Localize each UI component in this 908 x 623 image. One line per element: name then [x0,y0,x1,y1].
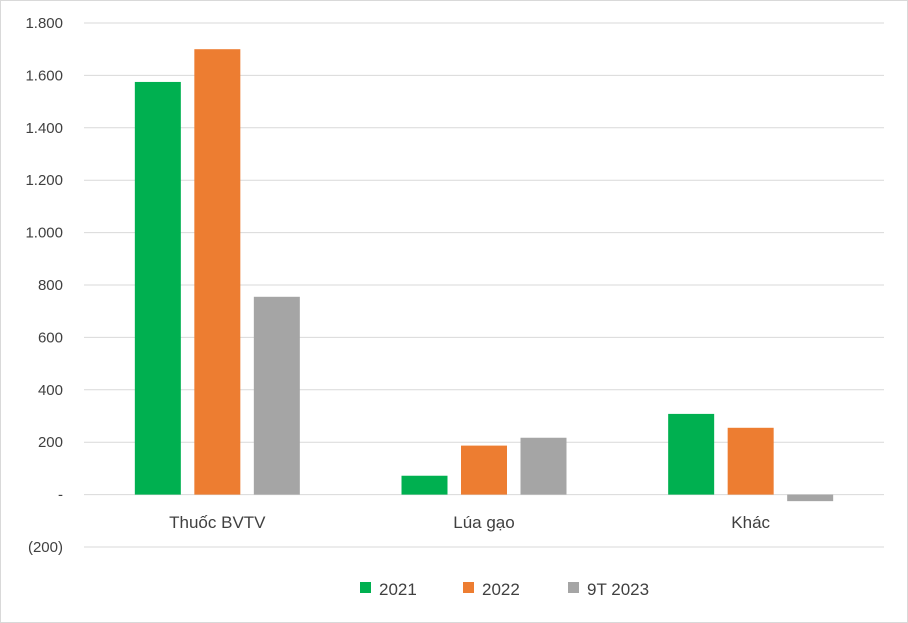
y-tick-label: 1.800 [25,15,63,32]
category-label: Thuốc BVTV [169,513,266,532]
legend-swatch [360,582,371,593]
y-tick-label: (200) [28,539,63,556]
y-tick-label: 1.000 [25,225,63,242]
y-tick-label: 1.600 [25,67,63,84]
y-tick-label: 1.400 [25,120,63,137]
bar-2022-2 [461,445,507,495]
legend-swatch [568,582,579,593]
bar-2021-3 [668,413,715,495]
bar-2022-3 [727,427,774,495]
bar-9t-2023-3 [787,494,834,502]
y-tick-label: 200 [38,434,63,451]
bar-2021-2 [401,475,448,495]
bar-9t-2023-2 [520,437,567,495]
bars [134,49,834,502]
y-tick-label: 800 [38,277,63,294]
legend-label: 9T 2023 [587,580,649,599]
legend-swatch [463,582,474,593]
x-axis-labels: Thuốc BVTV Lúa gạo Khác [169,513,770,532]
legend-label: 2021 [379,580,417,599]
bar-2022-1 [194,49,241,495]
y-tick-label: 600 [38,329,63,346]
y-tick-label: 1.200 [25,172,63,189]
y-axis-ticks: (200) - 200 400 600 800 1.000 1.200 1.400 1.600 1.… [25,15,63,556]
y-tick-label: - [58,487,63,504]
bar-2021-1 [134,81,181,495]
legend-label: 2022 [482,580,520,599]
legend: 2021 2022 9T 2023 [360,580,649,599]
bar-9t-2023-1 [253,296,300,495]
y-tick-label: 400 [38,382,63,399]
category-label: Lúa gạo [453,513,514,532]
category-label: Khác [731,513,770,532]
